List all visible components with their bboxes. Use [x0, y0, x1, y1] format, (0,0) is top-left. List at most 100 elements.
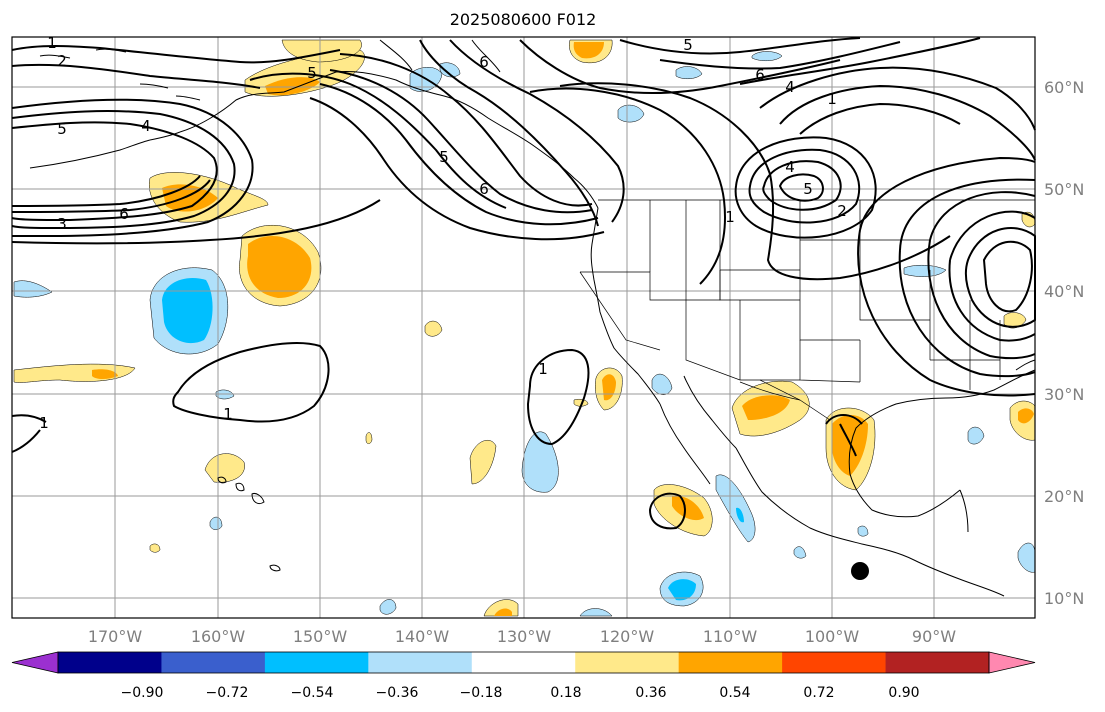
colorbar-segment	[782, 652, 887, 673]
positive-anomaly-area	[469, 440, 497, 485]
colorbar-tick-label: −0.90	[121, 685, 164, 701]
colorbar-segment	[471, 652, 576, 673]
negative-anomaly-area	[379, 599, 397, 615]
positive-anomaly-area	[672, 495, 704, 521]
colorbar-tick-label: −0.72	[206, 685, 249, 701]
latitude-label: 10°N	[1044, 589, 1084, 608]
longitude-label: 150°W	[293, 627, 348, 646]
negative-anomaly-area	[651, 373, 673, 395]
colorbar-tick-labels: −0.90 −0.72 −0.54 −0.36 −0.18 0.18 0.36 …	[121, 685, 920, 701]
negative-anomaly-area	[439, 62, 461, 78]
colorbar-tick-label: −0.18	[460, 685, 503, 701]
colorbar-tick-label: −0.54	[291, 685, 334, 701]
positive-anomaly-area	[573, 398, 589, 407]
negative-anomaly-area	[751, 51, 783, 61]
colorbar-segment	[161, 652, 266, 673]
contour-label: 5	[683, 36, 693, 54]
map-title: 2025080600 F012	[450, 10, 597, 29]
longitude-label: 90°W	[912, 627, 956, 646]
negative-anomaly-area	[617, 104, 645, 123]
coastlines	[29, 39, 1036, 597]
contour-label: 4	[141, 117, 151, 135]
colorbar-extend-max	[988, 651, 1036, 674]
longitude-label: 140°W	[395, 627, 450, 646]
storm-center-marker	[851, 562, 869, 580]
latitude-label: 40°N	[1044, 282, 1084, 301]
negative-anomaly-area	[715, 474, 756, 543]
negative-anomaly-area	[736, 507, 744, 523]
positive-anomaly-area	[92, 369, 118, 379]
negative-anomaly-area	[13, 280, 53, 298]
longitude-label: 100°W	[805, 627, 860, 646]
colorbar-segment	[368, 652, 473, 673]
latitude-label: 50°N	[1044, 180, 1084, 199]
contour-label: 5	[307, 64, 317, 82]
contour-label-group: 1 2 5 4 5 6 3 6 5 6 6 5 4 1 4 5 2 1 1 1 …	[39, 34, 847, 432]
colorbar-tick-label: 0.90	[888, 685, 919, 701]
longitude-label: 170°W	[88, 627, 143, 646]
colorbar-segment	[264, 652, 369, 673]
colorbar	[11, 651, 1036, 674]
positive-anomaly-area	[742, 395, 790, 420]
positive-anomaly-area	[247, 235, 312, 298]
positive-anomaly-area	[831, 415, 868, 476]
negative-anomaly-area	[903, 265, 947, 277]
negative-anomaly-area	[521, 431, 559, 493]
longitude-label: 110°W	[703, 627, 758, 646]
contour-label: 1	[725, 208, 735, 226]
colorbar-tick-label: 0.36	[635, 685, 666, 701]
contour-label: 1	[538, 360, 548, 378]
longitude-axis: 170°W 160°W 150°W 140°W 130°W 120°W 110°…	[88, 627, 956, 646]
contour-label: 1	[223, 405, 233, 423]
colorbar-tick-label: 0.72	[803, 685, 834, 701]
political-borders	[579, 199, 1035, 421]
longitude-label: 120°W	[600, 627, 655, 646]
colorbar-tick-label: 0.18	[550, 685, 581, 701]
contour-lines	[11, 37, 1036, 530]
map-frame	[11, 36, 1036, 619]
colorbar-tick-label: −0.36	[376, 685, 419, 701]
negative-anomaly-area	[857, 525, 869, 537]
negative-anomaly-area	[793, 546, 807, 559]
positive-anomaly-area	[494, 608, 512, 616]
colorbar-segment	[58, 652, 162, 673]
contour-label: 5	[803, 180, 813, 198]
contour-label: 5	[57, 120, 67, 138]
colorbar-extend-min	[11, 651, 59, 674]
negative-anomaly-area	[209, 516, 223, 530]
latitude-axis: 60°N 50°N 40°N 30°N 20°N 10°N	[1044, 78, 1084, 608]
colorbar-segment	[678, 652, 783, 673]
negative-anomaly-area	[675, 66, 703, 79]
positive-anomaly-area	[424, 320, 443, 337]
positive-anomaly-area	[265, 77, 320, 96]
colorbar-segment	[885, 652, 990, 673]
negative-anomaly-area	[668, 579, 696, 601]
positive-anomaly-area	[1018, 408, 1034, 424]
colorbar-outline	[57, 651, 990, 674]
contour-label: 2	[57, 52, 67, 70]
negative-anomaly-area	[967, 426, 985, 445]
longitude-label: 130°W	[497, 627, 552, 646]
contour-label: 3	[57, 215, 67, 233]
negative-anomaly-area	[162, 278, 213, 344]
colorbar-tick-label: 0.54	[719, 685, 750, 701]
contour-label: 2	[837, 202, 847, 220]
shaded-regions	[13, 39, 1036, 617]
colorbar-segment	[575, 652, 680, 673]
contour-label: 1	[47, 34, 57, 52]
contour-label: 6	[479, 180, 489, 198]
contour-label: 4	[785, 78, 795, 96]
contour-label: 6	[479, 53, 489, 71]
contour-label: 5	[439, 148, 449, 166]
positive-anomaly-area	[365, 432, 373, 444]
contour-label: 6	[755, 66, 765, 84]
map-area: 1 2 5 4 5 6 3 6 5 6 6 5 4 1 4 5 2 1 1 1 …	[11, 34, 1036, 619]
longitude-label: 160°W	[191, 627, 246, 646]
positive-anomaly-area	[573, 42, 604, 59]
contour-label: 6	[119, 205, 129, 223]
contour-label: 1	[827, 90, 837, 108]
contour-label: 4	[785, 158, 795, 176]
latitude-label: 30°N	[1044, 385, 1084, 404]
latitude-label: 20°N	[1044, 487, 1084, 506]
